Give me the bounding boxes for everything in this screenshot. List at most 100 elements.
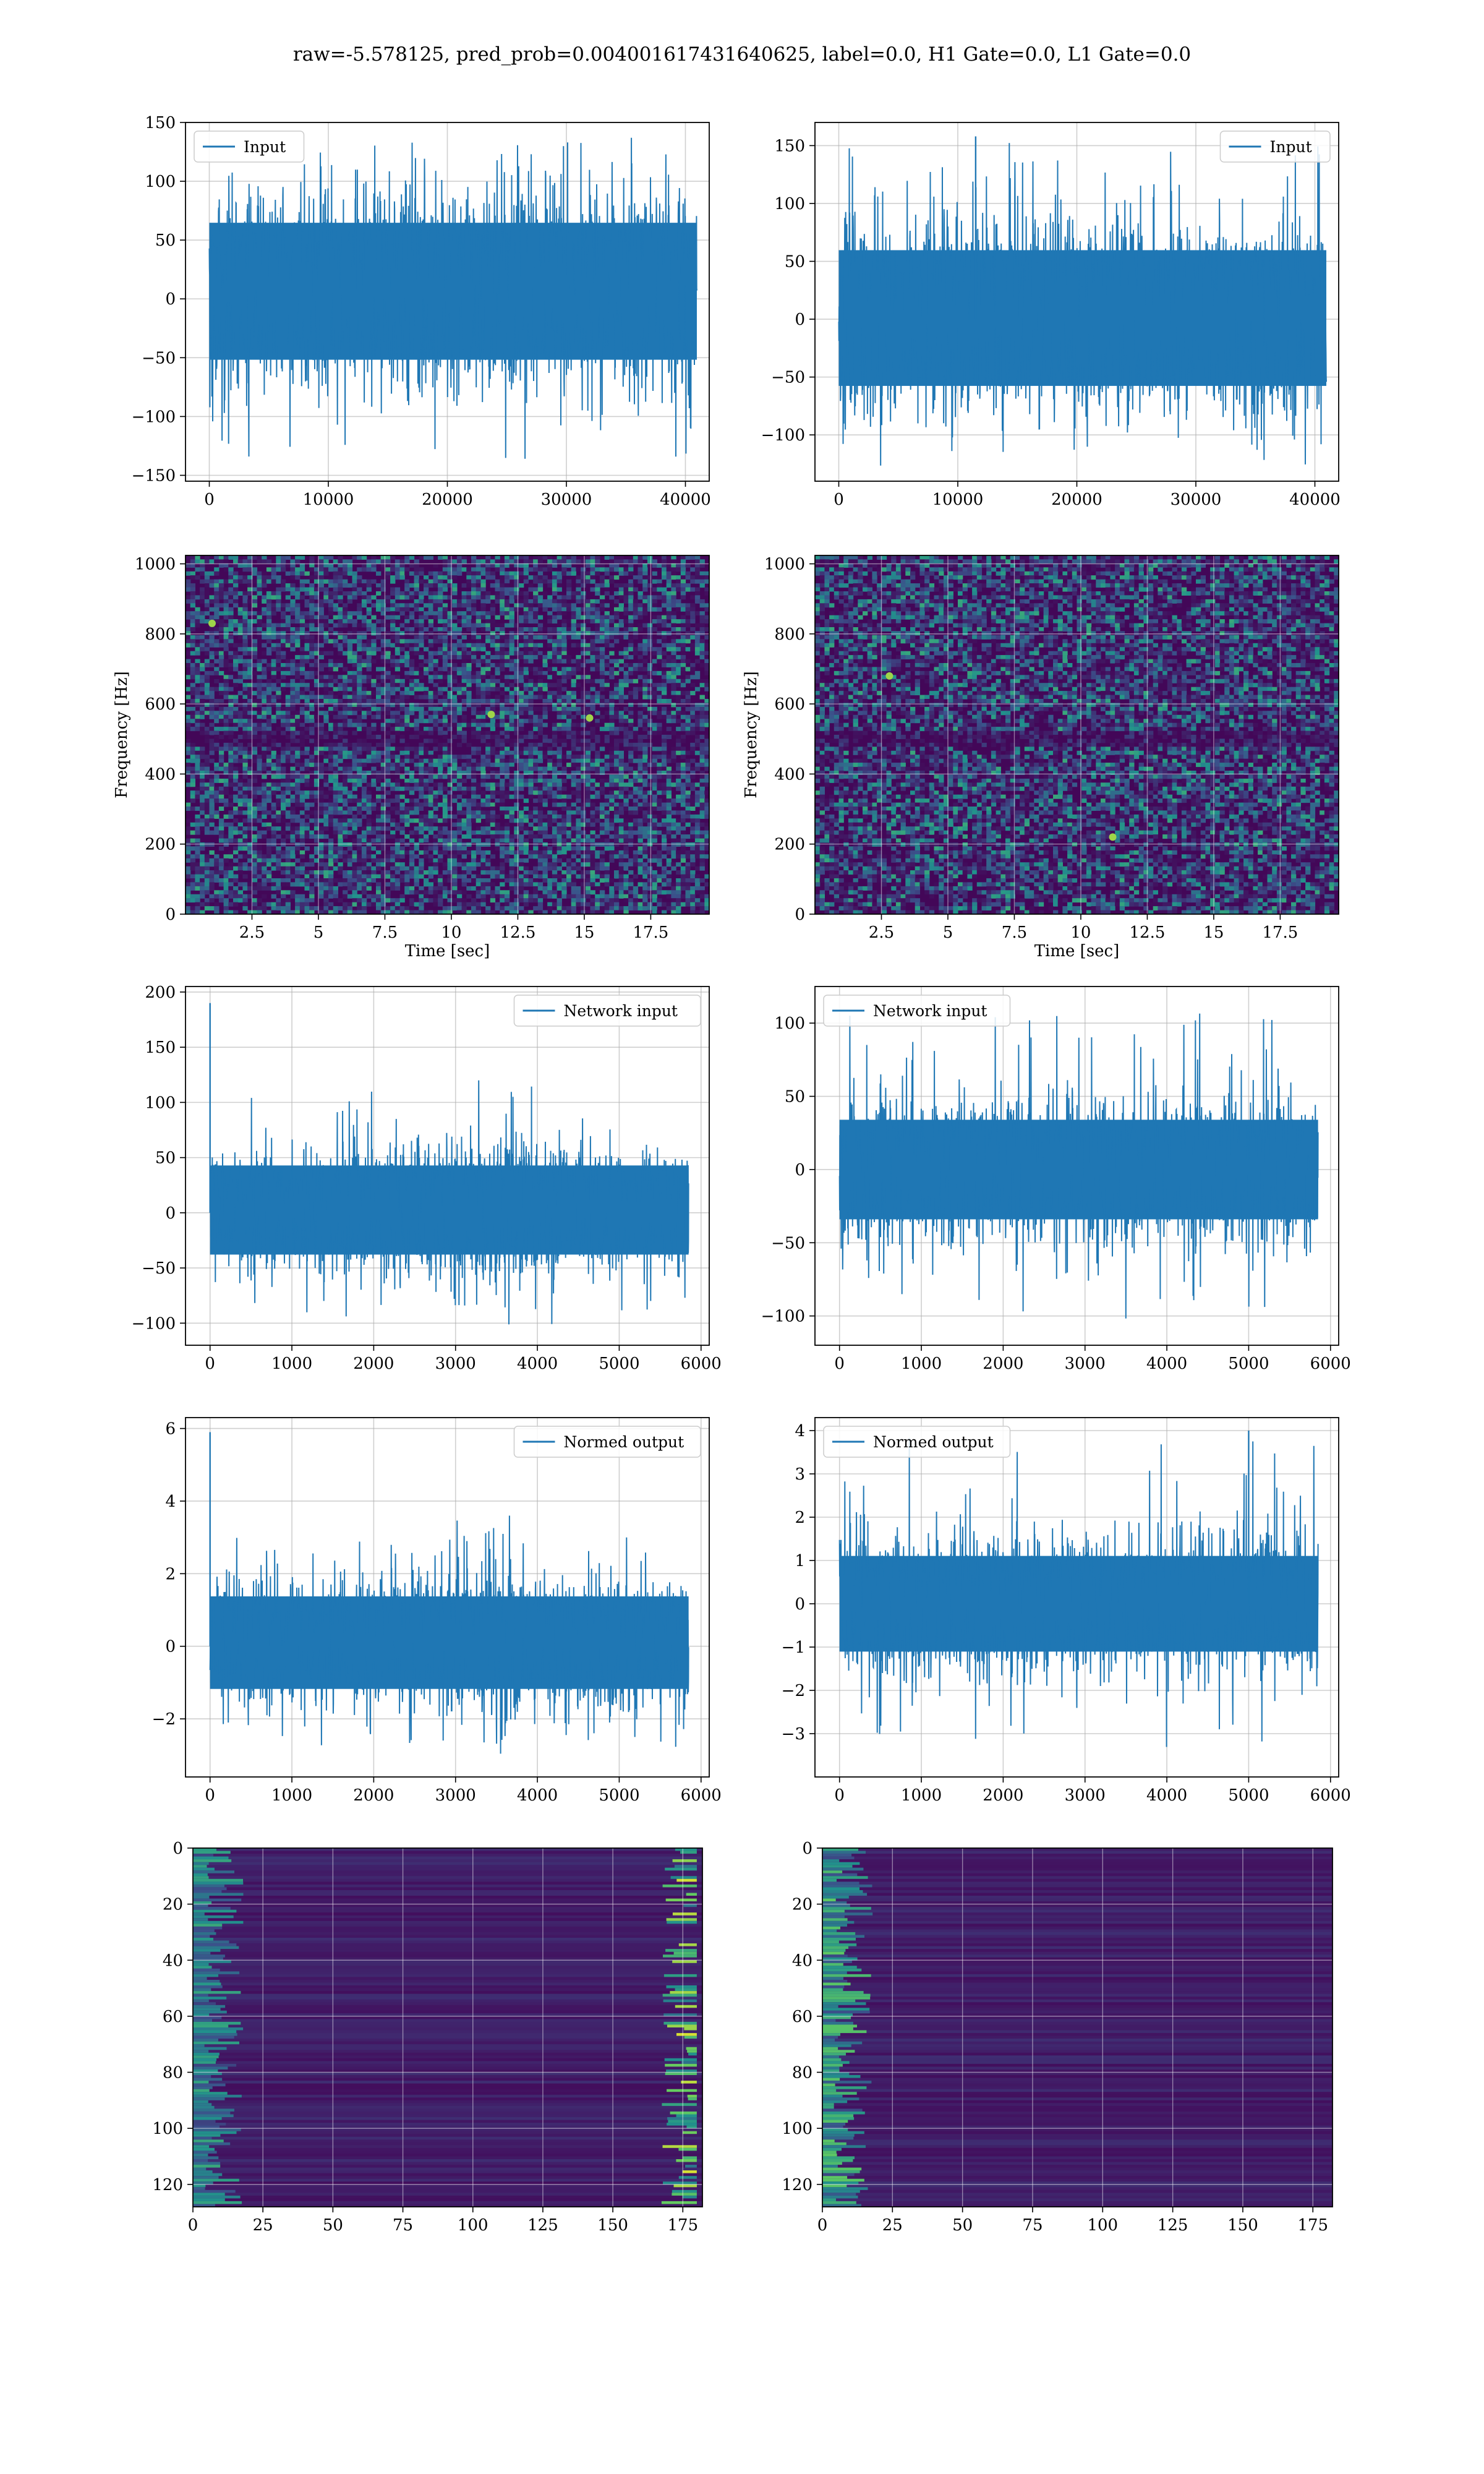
heatmap-cell (490, 611, 496, 616)
heatmap-cell (242, 599, 248, 604)
heatmap-cell (438, 742, 443, 747)
heatmap-cell (223, 651, 229, 656)
heatmap-cell (266, 763, 272, 768)
heatmap-cell (704, 651, 709, 656)
heatmap-cell (666, 766, 672, 771)
heatmap-cell (328, 786, 334, 791)
heatmap-cell (347, 583, 353, 588)
heatmap-cell (533, 670, 539, 675)
heatmap-cell (599, 575, 605, 580)
y-tick-label: −50 (142, 349, 176, 367)
heatmap-cell (290, 758, 296, 763)
heatmap-cell (262, 667, 267, 672)
heatmap-cell (699, 571, 705, 576)
heatmap-cell (204, 591, 210, 596)
heatmap-cell (475, 623, 481, 628)
heatmap-cell (338, 683, 343, 688)
heatmap-cell (394, 571, 401, 576)
heatmap-cell (447, 758, 453, 763)
heatmap-cell (595, 711, 600, 716)
heatmap-cell (466, 703, 472, 708)
heatmap-cell (200, 703, 205, 708)
heatmap-cell (456, 567, 463, 572)
heatmap-cell (438, 782, 443, 787)
heatmap-cell (371, 603, 377, 608)
heatmap-cell (456, 571, 463, 576)
heatmap-cell (409, 659, 415, 664)
heatmap-cell (204, 758, 210, 763)
heatmap-cell (533, 615, 539, 620)
heatmap-cell (694, 635, 701, 640)
heatmap-cell (576, 579, 581, 584)
y-tick-label: 50 (785, 253, 805, 272)
heatmap-cell (214, 727, 220, 732)
heatmap-cell (528, 750, 534, 755)
heatmap-cell (333, 790, 338, 795)
heatmap-cell (614, 766, 620, 771)
heatmap-cell (676, 643, 681, 648)
heatmap-cell (519, 706, 524, 711)
heatmap-cell (599, 719, 605, 724)
heatmap-cell (428, 794, 433, 799)
heatmap-cell (237, 655, 243, 660)
heatmap-cell (366, 607, 372, 612)
heatmap-cell (209, 639, 215, 644)
heatmap-cell (609, 714, 615, 719)
heatmap-cell (262, 722, 267, 727)
heatmap-cell (519, 571, 524, 576)
heatmap-cell (571, 747, 576, 751)
heatmap-cell (299, 711, 305, 716)
heatmap-cell (424, 615, 429, 620)
heatmap-cell (338, 722, 343, 727)
heatmap-cell (419, 766, 424, 771)
heatmap-cell (228, 742, 234, 747)
heatmap-cell (299, 766, 305, 771)
heatmap-cell (504, 714, 510, 719)
heatmap-cell (285, 555, 291, 560)
heatmap-cell (209, 750, 215, 755)
heatmap-cell (214, 627, 220, 631)
heatmap-cell (257, 766, 262, 771)
heatmap-cell (571, 659, 576, 664)
heatmap-cell (299, 727, 305, 732)
heatmap-cell (699, 771, 705, 775)
heatmap-cell (200, 750, 205, 755)
heatmap-cell (309, 595, 315, 600)
heatmap-cell (442, 607, 448, 612)
heatmap-cell (633, 771, 639, 775)
heatmap-cell (590, 619, 595, 624)
heatmap-cell (581, 763, 586, 768)
heatmap-cell (295, 670, 301, 675)
heatmap-cell (604, 567, 610, 572)
heatmap-cell (366, 587, 372, 592)
heatmap-cell (299, 631, 305, 636)
heatmap-cell (571, 722, 576, 727)
heatmap-cell (690, 711, 696, 716)
heatmap-cell (590, 667, 595, 672)
heatmap-cell (237, 635, 243, 640)
heatmap-cell (223, 643, 229, 648)
heatmap-cell (447, 651, 453, 656)
heatmap-cell (223, 782, 229, 787)
heatmap-cell (704, 714, 709, 719)
heatmap-cell (590, 678, 595, 683)
heatmap-cell (556, 643, 562, 648)
heatmap-cell (514, 623, 519, 628)
heatmap-cell (228, 750, 234, 755)
heatmap-cell (447, 699, 453, 703)
heatmap-cell (571, 683, 576, 688)
heatmap-cell (295, 678, 301, 683)
heatmap-cell (523, 719, 529, 724)
heatmap-cell (571, 567, 576, 572)
heatmap-cell (533, 611, 539, 616)
heatmap-cell (361, 687, 367, 691)
heatmap-cell (338, 623, 343, 628)
heatmap-cell (404, 747, 410, 751)
heatmap-cell (571, 758, 576, 763)
heatmap-cell (271, 667, 276, 672)
heatmap-cell (233, 663, 239, 667)
heatmap-cell (638, 711, 643, 716)
heatmap-cell (242, 774, 248, 779)
heatmap-cell (576, 663, 581, 667)
heatmap-cell (628, 583, 634, 588)
